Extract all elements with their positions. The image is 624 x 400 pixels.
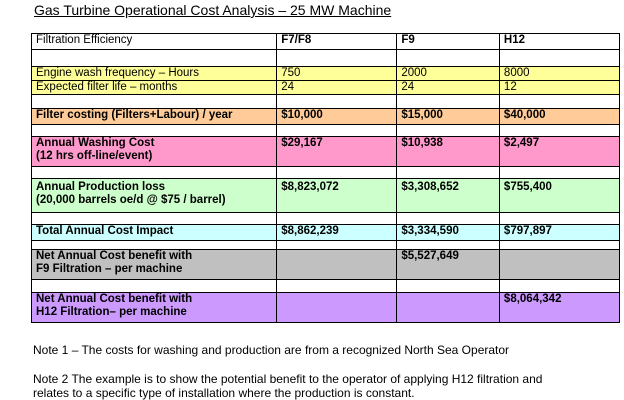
table-row-engine-wash: Engine wash frequency – Hours 750 2000 8… (30, 66, 621, 81)
benefit-f9-label-line1: Net Annual Cost benefit with (36, 250, 193, 263)
spacer-row (30, 212, 621, 225)
spacer-row (30, 279, 621, 293)
engine-wash-f9: 2000 (396, 66, 500, 81)
washing-cost-f7f8: $29,167 (276, 136, 398, 167)
engine-wash-h12: 8000 (498, 66, 621, 81)
header-f7f8: F7/F8 (276, 33, 398, 50)
benefit-h12-f7f8 (276, 292, 398, 323)
washing-cost-f9: $10,938 (396, 136, 500, 167)
washing-cost-h12: $2,497 (498, 136, 621, 167)
filter-costing-label: Filter costing (Filters+Labour) / year (30, 108, 278, 125)
benefit-h12-value: $8,064,342 (498, 292, 621, 323)
spacer-row (30, 49, 621, 67)
washing-cost-label: Annual Washing Cost (12 hrs off-line/eve… (30, 136, 278, 167)
filter-life-label: Expected filter life – months (30, 80, 278, 95)
note-2-line1: Note 2 The example is to show the potent… (33, 372, 543, 386)
total-impact-h12: $797,897 (498, 224, 621, 241)
washing-cost-label-line1: Annual Washing Cost (36, 137, 155, 150)
washing-cost-label-line2: (12 hrs off-line/event) (36, 150, 153, 162)
spacer-row (30, 124, 621, 137)
header-label: Filtration Efficiency (30, 33, 278, 50)
total-impact-label: Total Annual Cost Impact (30, 224, 278, 241)
filter-costing-f9: $15,000 (396, 108, 500, 125)
table-row-total-impact: Total Annual Cost Impact $8,862,239 $3,3… (30, 224, 621, 241)
production-loss-f7f8: $8,823,072 (276, 178, 398, 213)
table-row-benefit-h12: Net Annual Cost benefit with H12 Filtrat… (30, 292, 621, 323)
benefit-h12-label-line1: Net Annual Cost benefit with (36, 293, 193, 306)
total-impact-f9: $3,334,590 (396, 224, 500, 241)
production-loss-label: Annual Production loss (20,000 barrels o… (30, 178, 278, 213)
benefit-h12-f9 (396, 292, 500, 323)
benefit-f9-label: Net Annual Cost benefit with F9 Filtrati… (30, 249, 278, 280)
spacer-row (30, 94, 621, 109)
cost-analysis-table: Filtration Efficiency F7/F8 F9 H12 Engin… (30, 33, 621, 323)
table-row-filter-costing: Filter costing (Filters+Labour) / year $… (30, 108, 621, 125)
benefit-f9-value: $5,527,649 (396, 249, 500, 280)
filter-life-h12: 12 (498, 80, 621, 95)
production-loss-h12: $755,400 (498, 178, 621, 213)
document-title: Gas Turbine Operational Cost Analysis – … (34, 2, 392, 18)
table-row-production-loss: Annual Production loss (20,000 barrels o… (30, 178, 621, 213)
benefit-h12-label: Net Annual Cost benefit with H12 Filtrat… (30, 292, 278, 323)
filter-life-f9: 24 (396, 80, 500, 95)
table-header-row: Filtration Efficiency F7/F8 F9 H12 (30, 33, 621, 50)
benefit-f9-label-line2: F9 Filtration – per machine (36, 263, 183, 275)
table-row-washing-cost: Annual Washing Cost (12 hrs off-line/eve… (30, 136, 621, 167)
header-h12: H12 (498, 33, 621, 50)
production-loss-f9: $3,308,652 (396, 178, 500, 213)
benefit-h12-label-line2: H12 Filtration– per machine (36, 306, 187, 318)
total-impact-f7f8: $8,862,239 (276, 224, 398, 241)
engine-wash-label: Engine wash frequency – Hours (30, 66, 278, 81)
header-f9: F9 (396, 33, 500, 50)
notes-section: Note 1 – The costs for washing and produ… (33, 343, 623, 400)
filter-life-f7f8: 24 (276, 80, 398, 95)
spacer-row (30, 240, 621, 250)
filter-costing-f7f8: $10,000 (276, 108, 398, 125)
production-loss-label-line1: Annual Production loss (36, 181, 166, 193)
table-row-benefit-f9: Net Annual Cost benefit with F9 Filtrati… (30, 249, 621, 280)
engine-wash-f7f8: 750 (276, 66, 398, 81)
benefit-f9-f7f8 (276, 249, 398, 280)
production-loss-label-line2: (20,000 barrels oe/d @ $75 / barrel) (36, 194, 226, 206)
spacer-row (30, 166, 621, 179)
table-row-filter-life: Expected filter life – months 24 24 12 (30, 80, 621, 95)
note-1: Note 1 – The costs for washing and produ… (33, 343, 510, 357)
benefit-f9-h12 (498, 249, 621, 280)
note-2-line2: relates to a specific type of installati… (33, 386, 415, 400)
filter-costing-h12: $40,000 (498, 108, 621, 125)
